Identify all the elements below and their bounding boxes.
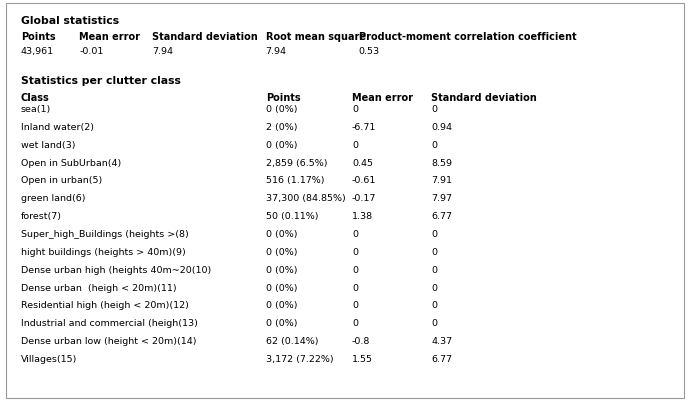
Text: hight buildings (heights > 40m)(9): hight buildings (heights > 40m)(9): [21, 248, 186, 257]
Text: 0: 0: [352, 284, 358, 292]
Text: 7.94: 7.94: [266, 47, 286, 56]
Text: -0.8: -0.8: [352, 337, 371, 346]
Text: 0 (0%): 0 (0%): [266, 302, 297, 310]
Text: 50 (0.11%): 50 (0.11%): [266, 212, 318, 221]
Text: Open in SubUrban(4): Open in SubUrban(4): [21, 158, 121, 168]
Text: green land(6): green land(6): [21, 194, 85, 203]
Text: 6.77: 6.77: [431, 212, 452, 221]
Text: -0.01: -0.01: [79, 47, 104, 56]
Text: Points: Points: [266, 93, 300, 103]
Text: 0: 0: [352, 230, 358, 239]
Text: 0: 0: [431, 105, 437, 114]
Text: Root mean square: Root mean square: [266, 32, 366, 42]
Text: Points: Points: [21, 32, 55, 42]
Text: Product-moment correlation coefficient: Product-moment correlation coefficient: [359, 32, 576, 42]
Text: 0: 0: [352, 319, 358, 328]
Text: Open in urban(5): Open in urban(5): [21, 176, 102, 185]
Text: 0: 0: [352, 248, 358, 257]
Text: 0.53: 0.53: [359, 47, 380, 56]
Text: Villages(15): Villages(15): [21, 355, 77, 364]
Text: 0 (0%): 0 (0%): [266, 319, 297, 328]
Text: Statistics per clutter class: Statistics per clutter class: [21, 76, 181, 86]
Text: 7.97: 7.97: [431, 194, 452, 203]
Text: Standard deviation: Standard deviation: [431, 93, 537, 103]
Text: Standard deviation: Standard deviation: [152, 32, 257, 42]
Text: 43,961: 43,961: [21, 47, 54, 56]
Text: 0 (0%): 0 (0%): [266, 230, 297, 239]
Text: 1.38: 1.38: [352, 212, 373, 221]
Text: 1.55: 1.55: [352, 355, 373, 364]
Text: Residential high (heigh < 20m)(12): Residential high (heigh < 20m)(12): [21, 302, 188, 310]
Text: 62 (0.14%): 62 (0.14%): [266, 337, 318, 346]
Text: Mean error: Mean error: [352, 93, 413, 103]
Text: 4.37: 4.37: [431, 337, 453, 346]
Text: 0 (0%): 0 (0%): [266, 284, 297, 292]
Text: 0.94: 0.94: [431, 123, 452, 132]
Text: 0.45: 0.45: [352, 158, 373, 168]
Text: Industrial and commercial (heigh(13): Industrial and commercial (heigh(13): [21, 319, 197, 328]
Text: 0: 0: [352, 302, 358, 310]
Text: Global statistics: Global statistics: [21, 16, 119, 26]
Text: Super_high_Buildings (heights >(8): Super_high_Buildings (heights >(8): [21, 230, 188, 239]
Text: Dense urban low (height < 20m)(14): Dense urban low (height < 20m)(14): [21, 337, 196, 346]
Text: 7.91: 7.91: [431, 176, 452, 185]
Text: 7.94: 7.94: [152, 47, 172, 56]
Text: 2 (0%): 2 (0%): [266, 123, 297, 132]
Text: 0: 0: [431, 141, 437, 150]
Text: 8.59: 8.59: [431, 158, 452, 168]
Text: 3,172 (7.22%): 3,172 (7.22%): [266, 355, 333, 364]
Text: 0 (0%): 0 (0%): [266, 105, 297, 114]
Text: 0: 0: [431, 248, 437, 257]
Text: 0: 0: [431, 265, 437, 275]
Text: 0: 0: [431, 302, 437, 310]
Text: 2,859 (6.5%): 2,859 (6.5%): [266, 158, 327, 168]
Text: 0: 0: [431, 319, 437, 328]
Text: 0: 0: [352, 141, 358, 150]
Text: 0 (0%): 0 (0%): [266, 141, 297, 150]
Text: -6.71: -6.71: [352, 123, 376, 132]
Text: -0.61: -0.61: [352, 176, 376, 185]
Text: Class: Class: [21, 93, 50, 103]
Text: 0 (0%): 0 (0%): [266, 248, 297, 257]
Text: wet land(3): wet land(3): [21, 141, 75, 150]
Text: Dense urban  (heigh < 20m)(11): Dense urban (heigh < 20m)(11): [21, 284, 177, 292]
Text: sea(1): sea(1): [21, 105, 51, 114]
Text: forest(7): forest(7): [21, 212, 61, 221]
Text: Inland water(2): Inland water(2): [21, 123, 94, 132]
Text: 0: 0: [431, 230, 437, 239]
Text: 6.77: 6.77: [431, 355, 452, 364]
Text: Mean error: Mean error: [79, 32, 140, 42]
Text: 0: 0: [352, 105, 358, 114]
Text: 0 (0%): 0 (0%): [266, 265, 297, 275]
Text: 37,300 (84.85%): 37,300 (84.85%): [266, 194, 346, 203]
Text: -0.17: -0.17: [352, 194, 376, 203]
Text: 0: 0: [431, 284, 437, 292]
Text: 0: 0: [352, 265, 358, 275]
Text: Dense urban high (heights 40m~20(10): Dense urban high (heights 40m~20(10): [21, 265, 211, 275]
Text: 516 (1.17%): 516 (1.17%): [266, 176, 324, 185]
